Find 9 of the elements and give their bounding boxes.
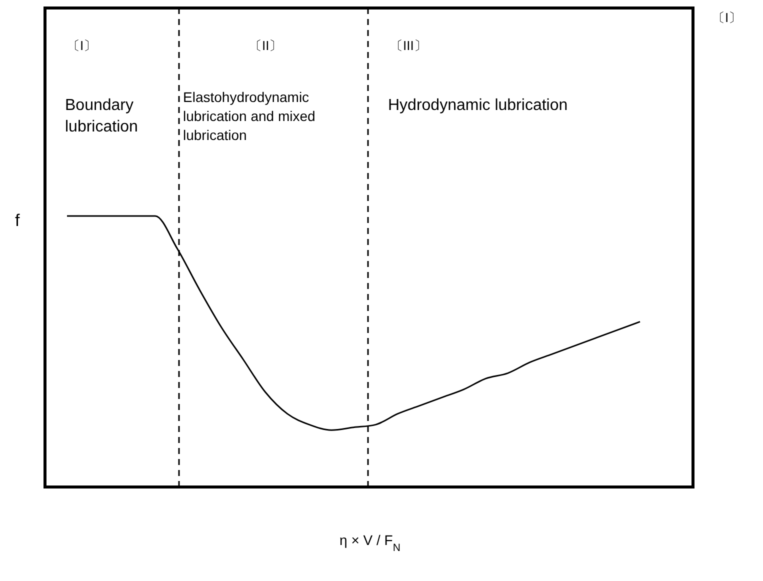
text: Hydrodynamic lubrication xyxy=(388,97,568,114)
y-axis-title: f xyxy=(15,211,20,230)
text: 〔I〕 xyxy=(67,38,97,53)
x-axis-title: η × V / F$_{N}$ xyxy=(340,532,400,554)
text: Elastohydrodynamic lubrication and mixed lubrication xyxy=(183,89,316,143)
text: Boundary lubrication xyxy=(65,97,138,136)
text: 〔III〕 xyxy=(390,38,427,53)
text: 〔I〕 xyxy=(712,10,742,25)
text: 〔II〕 xyxy=(249,38,282,53)
